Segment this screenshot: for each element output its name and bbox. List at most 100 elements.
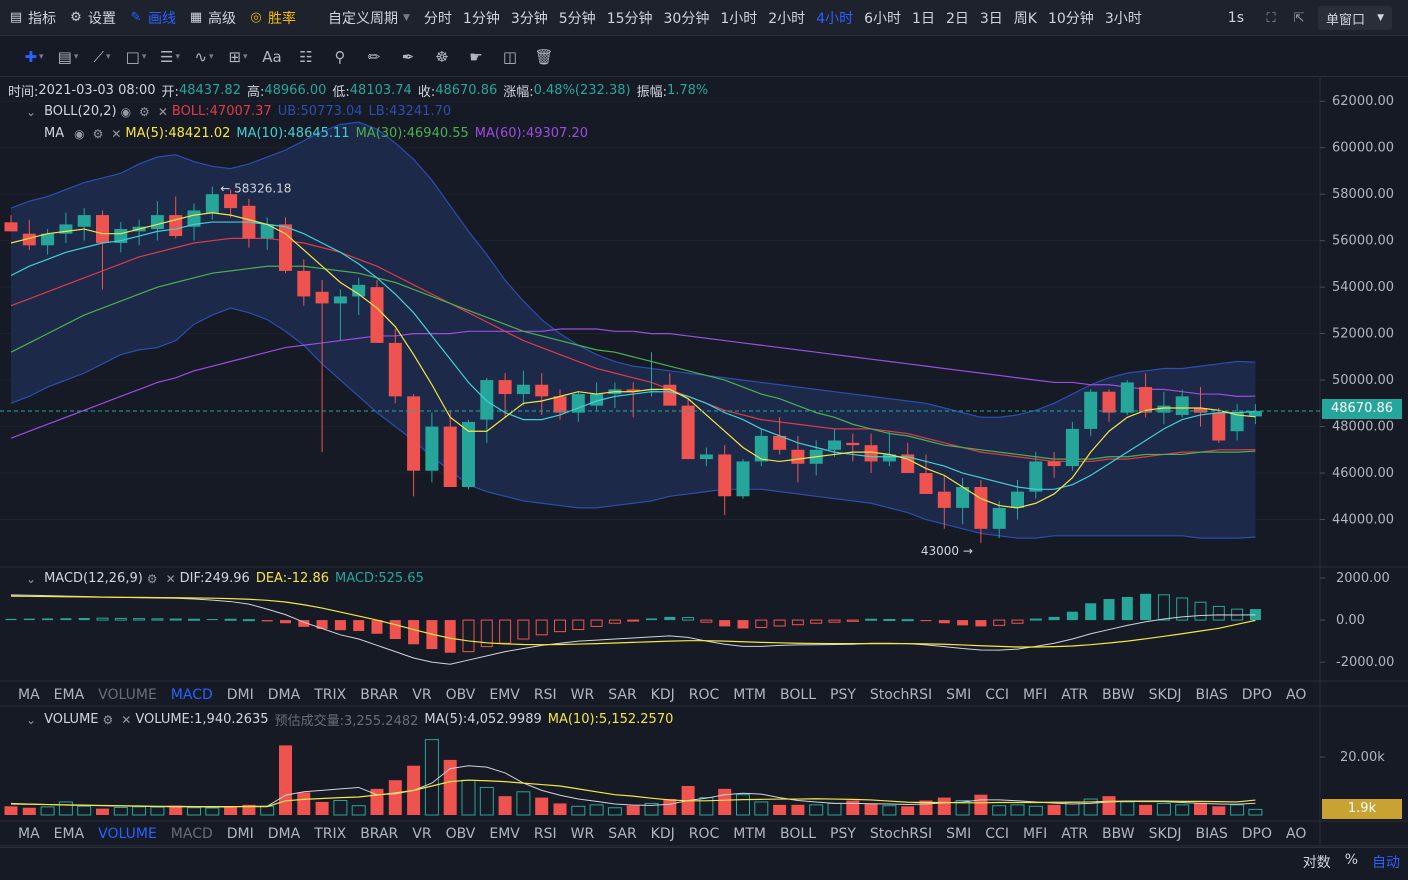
percent-scale-toggle[interactable]: % [1344,852,1358,868]
tab-rsi[interactable]: RSI [533,687,557,703]
tab-kdj[interactable]: KDJ [650,687,675,703]
tab-macd[interactable]: MACD [170,687,213,703]
trash-icon[interactable]: 🗑 [534,47,554,66]
period-7[interactable]: 2小时 [768,10,806,27]
period-0[interactable]: 分时 [423,10,452,27]
tab-vr[interactable]: VR [412,687,432,703]
tab-dma[interactable]: DMA [267,826,301,842]
tab-boll[interactable]: BOLL [780,826,816,842]
period-9[interactable]: 6小时 [864,10,902,27]
tab-skdj[interactable]: SKDJ [1148,826,1182,842]
interval-label[interactable]: 1s [1227,10,1244,26]
gear-icon[interactable]: ⚙ [92,126,104,141]
drawing-button[interactable]: ✎ 画线 [128,8,176,28]
eye-icon[interactable]: ◉ [74,126,85,141]
period-6[interactable]: 1小时 [720,10,758,27]
period-5[interactable]: 30分钟 [663,10,710,27]
popout-icon[interactable]: ⇱ [1293,10,1305,26]
chart-canvas[interactable]: 62000.00 60000.00 58000.00 56000.00 54000.00… [0,78,1408,847]
tab-cci[interactable]: CCI [985,826,1009,842]
tab-trix[interactable]: TRIX [314,687,347,703]
period-4[interactable]: 15分钟 [606,10,653,27]
tab-wr[interactable]: WR [570,826,595,842]
eye-icon[interactable]: ☸ [435,47,449,66]
ruler-icon[interactable]: ▤ [52,43,84,71]
close-icon[interactable]: ✕ [111,126,122,141]
measure-icon[interactable]: ⊞ [222,43,254,71]
zigzag-icon[interactable]: ✒ [401,47,415,66]
tab-rsi[interactable]: RSI [533,826,557,842]
brush-icon[interactable]: ⚲ [334,47,346,66]
tab-bias[interactable]: BIAS [1195,687,1228,703]
tab-wr[interactable]: WR [570,687,595,703]
tab-ao[interactable]: AO [1286,687,1307,703]
tab-obv[interactable]: OBV [445,687,476,703]
crosshair-icon[interactable]: ✚ [18,43,50,71]
close-icon[interactable]: ✕ [165,571,176,586]
period-3[interactable]: 5分钟 [558,10,596,27]
tab-trix[interactable]: TRIX [314,826,347,842]
pencil-icon[interactable]: ✏ [367,47,381,66]
tab-obv[interactable]: OBV [445,826,476,842]
text-tool[interactable]: Aa [262,47,282,66]
tab-smi[interactable]: SMI [946,687,972,703]
tab-dma[interactable]: DMA [267,687,301,703]
pattern-icon[interactable]: ☷ [299,47,313,66]
close-icon[interactable]: ✕ [121,712,132,727]
tab-roc[interactable]: ROC [688,826,720,842]
tab-dpo[interactable]: DPO [1241,826,1272,842]
tab-mtm[interactable]: MTM [733,687,767,703]
tab-boll[interactable]: BOLL [780,687,816,703]
fullscreen-icon[interactable]: ⛶ [1266,10,1276,26]
tab-dmi[interactable]: DMI [226,687,254,703]
tab-emv[interactable]: EMV [489,687,520,703]
tab-sar[interactable]: SAR [608,826,637,842]
tab-ema[interactable]: EMA [53,826,85,842]
tab-cci[interactable]: CCI [985,687,1009,703]
gear-icon[interactable]: ⚙ [139,104,150,119]
period-14[interactable]: 10分钟 [1047,10,1094,27]
tab-dmi[interactable]: DMI [226,826,254,842]
tab-sar[interactable]: SAR [608,687,637,703]
period-10[interactable]: 1日 [912,10,935,27]
tab-dpo[interactable]: DPO [1241,687,1272,703]
period-15[interactable]: 3小时 [1104,10,1142,27]
log-scale-toggle[interactable]: 对数 [1302,855,1331,871]
indicators-button[interactable]: ▤ 指标 [9,10,56,27]
tab-psy[interactable]: PSY [830,687,856,703]
tab-ma[interactable]: MA [18,826,40,842]
tab-vr[interactable]: VR [412,826,432,842]
collapse-icon[interactable]: ⌄ [26,104,37,119]
magnet-icon[interactable]: ◫ [502,47,518,66]
tab-mtm[interactable]: MTM [733,826,767,842]
tab-atr[interactable]: ATR [1061,687,1088,703]
close-icon[interactable]: ✕ [157,104,168,119]
period-12[interactable]: 3日 [979,10,1003,27]
rectangle-icon[interactable]: □ [120,43,152,71]
tab-bbw[interactable]: BBW [1102,826,1135,842]
auto-scale-toggle[interactable]: 自动 [1372,855,1400,871]
wave-icon[interactable]: ∿ [188,43,220,71]
tab-brar[interactable]: BRAR [360,826,399,842]
period-8[interactable]: 4小时 [816,10,854,27]
tab-mfi[interactable]: MFI [1022,687,1048,703]
gear-icon[interactable]: ⚙ [146,571,158,586]
tab-smi[interactable]: SMI [946,826,972,842]
winrate-button[interactable]: ◎ 胜率 [248,8,296,28]
period-2[interactable]: 3分钟 [510,10,548,27]
tab-brar[interactable]: BRAR [360,687,399,703]
tab-ao[interactable]: AO [1286,826,1307,842]
tab-skdj[interactable]: SKDJ [1148,687,1182,703]
settings-button[interactable]: ⚙ 设置 [68,8,116,28]
parallel-icon[interactable]: ☰ [154,43,186,71]
advanced-button[interactable]: ▦ 高级 [189,10,236,27]
tab-volume[interactable]: VOLUME [98,826,157,842]
line-tool-icon[interactable]: ⟋ [86,43,118,71]
eye-icon[interactable]: ◉ [120,104,132,119]
gear-icon[interactable]: ⚙ [102,712,114,727]
tab-kdj[interactable]: KDJ [650,826,675,842]
period-11[interactable]: 2日 [945,10,969,27]
tab-bias[interactable]: BIAS [1195,826,1228,842]
tab-volume[interactable]: VOLUME [98,687,157,703]
period-13[interactable]: 周K [1013,10,1037,27]
